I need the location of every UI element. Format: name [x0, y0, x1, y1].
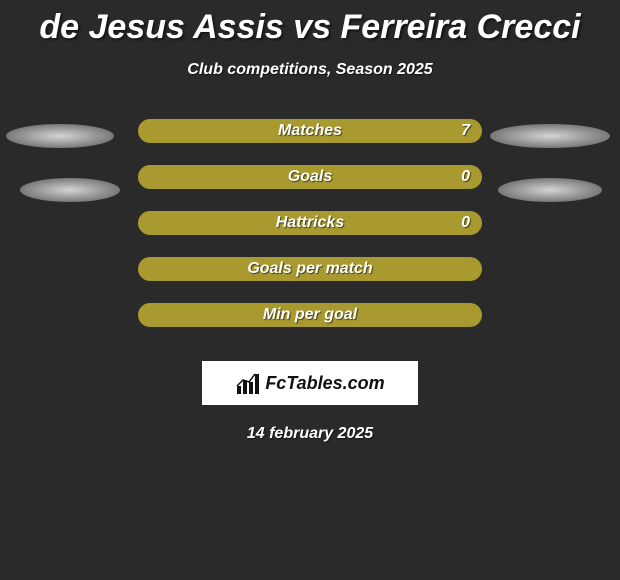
stat-bar: Goals per match [138, 257, 482, 281]
stat-row-hattricks: 0 Hattricks 0 [0, 211, 620, 257]
stat-label: Hattricks [276, 214, 344, 232]
logo-box: FcTables.com [202, 361, 418, 405]
decorative-ellipse [498, 178, 602, 202]
decorative-ellipse [490, 124, 610, 148]
date-text: 14 february 2025 [0, 425, 620, 443]
decorative-ellipse [20, 178, 120, 202]
stat-right-value: 0 [461, 214, 470, 232]
stat-label: Goals per match [247, 260, 372, 278]
stats-container: 6 Matches 7 0 Goals 0 0 Hattricks 0 Goal… [0, 119, 620, 349]
decorative-ellipse [6, 124, 114, 148]
stat-right-value: 7 [461, 122, 470, 140]
stat-label: Min per goal [263, 306, 357, 324]
stat-bar: Min per goal [138, 303, 482, 327]
stat-right-value: 0 [461, 168, 470, 186]
logo-text: FcTables.com [265, 373, 384, 394]
stat-row-goals-per-match: Goals per match [0, 257, 620, 303]
stat-row-min-per-goal: Min per goal [0, 303, 620, 349]
bar-chart-icon [235, 372, 261, 394]
stat-bar: Hattricks [138, 211, 482, 235]
stat-label: Goals [288, 168, 332, 186]
stat-bar: Goals [138, 165, 482, 189]
page-title: de Jesus Assis vs Ferreira Crecci [0, 0, 620, 47]
stat-bar: Matches [138, 119, 482, 143]
subtitle: Club competitions, Season 2025 [0, 61, 620, 79]
stat-label: Matches [278, 122, 342, 140]
